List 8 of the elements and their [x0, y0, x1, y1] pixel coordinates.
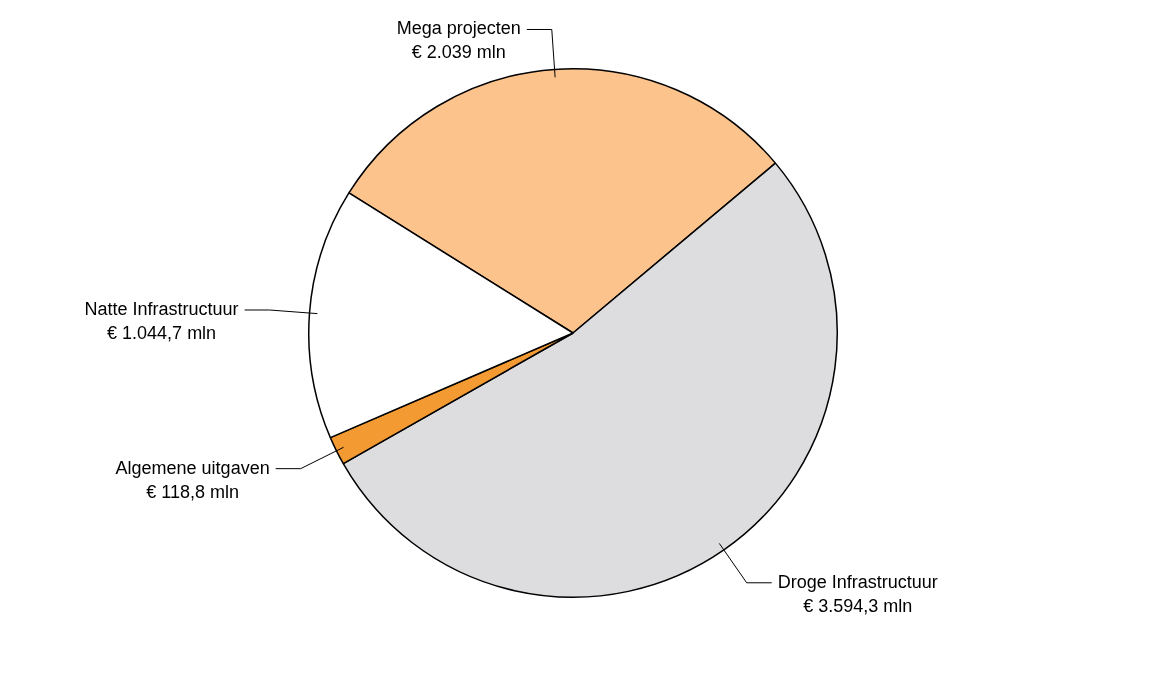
data-label: € 2.039 mln — [411, 42, 506, 63]
data-label: € 1.044,7 mln — [107, 322, 217, 343]
slice-label: Natte Infrastructuur — [84, 298, 239, 319]
slice-label: Droge Infrastructuur — [777, 571, 938, 592]
slice-label: Algemene uitgaven — [115, 457, 270, 478]
slice-label: Mega projecten — [396, 18, 521, 39]
data-label: € 3.594,3 mln — [803, 595, 913, 616]
data-label: € 118,8 mln — [146, 481, 239, 502]
